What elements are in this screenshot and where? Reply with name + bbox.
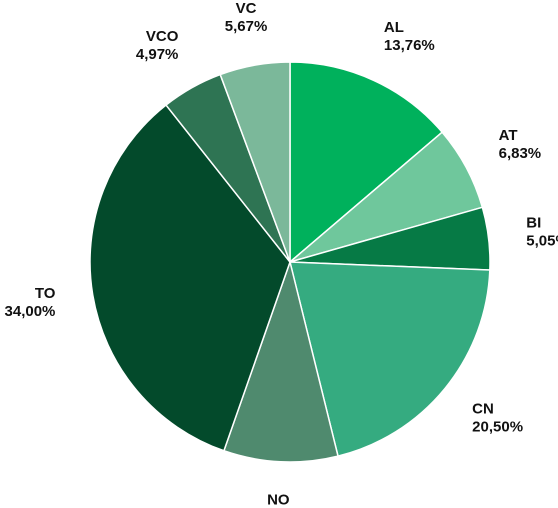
- slice-name: AL: [384, 19, 404, 36]
- slice-value: 6,83%: [499, 145, 542, 162]
- slice-value: 4,97%: [136, 46, 179, 63]
- slice-name: VC: [236, 0, 257, 17]
- pie-slice: [219, 61, 291, 263]
- slice-name: AT: [499, 127, 518, 144]
- slice-value: 20,50%: [472, 419, 523, 436]
- slice-value: 13,76%: [384, 37, 435, 54]
- slice-value: 5,67%: [225, 18, 268, 35]
- slice-name: TO: [35, 285, 56, 302]
- slice-name: NO: [267, 492, 290, 508]
- slice-name: VCO: [146, 28, 179, 45]
- slice-value: 5,05%: [526, 233, 558, 250]
- pie-slice: [289, 61, 444, 264]
- slice-name: CN: [472, 401, 494, 418]
- slice-name: BI: [526, 215, 541, 232]
- pie-slice: [89, 103, 291, 452]
- pie-slice: [222, 259, 339, 463]
- slice-value: 34,00%: [5, 303, 56, 320]
- pie-slice: [289, 261, 491, 458]
